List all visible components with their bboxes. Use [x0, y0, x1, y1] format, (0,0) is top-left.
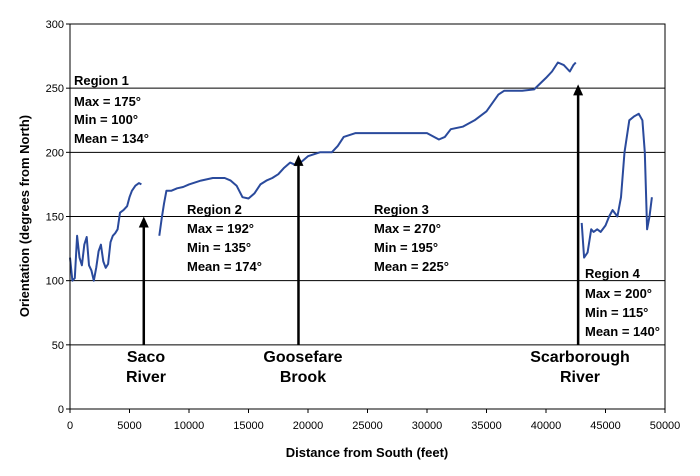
region-1-max: Max = 175° [74, 94, 141, 109]
y-tick-labels: 0 50 100 150 200 250 300 [46, 19, 70, 416]
saco-arrow-head [138, 216, 149, 228]
y-tick-label-50: 50 [52, 340, 64, 352]
goosefare-label-line2: Brook [280, 369, 326, 386]
region-4-min: Min = 115° [585, 305, 648, 320]
x-tick-label-15000: 15000 [233, 420, 264, 432]
x-axis-title: Distance from South (feet) [286, 445, 449, 460]
region-1-annotation: Region 1 Max = 175° Min = 100° Mean = 13… [74, 73, 149, 146]
saco-label-line2: River [126, 369, 166, 386]
region-1-mean: Mean = 134° [74, 131, 149, 146]
goosefare-label-line1: Goosefare [263, 349, 342, 366]
region-3-max: Max = 270° [374, 221, 441, 236]
scarborough-label-line1: Scarborough [530, 349, 630, 366]
plot-frame [69, 23, 666, 410]
y-tick-label-200: 200 [46, 147, 64, 159]
region-4-max: Max = 200° [585, 286, 652, 301]
region-3-mean: Mean = 225° [374, 259, 449, 274]
y-tick-label-0: 0 [58, 404, 64, 416]
region-1-title: Region 1 [74, 73, 129, 88]
region-2-mean: Mean = 174° [187, 259, 262, 274]
scarborough-arrow-head [573, 84, 584, 96]
x-tick-label-0: 0 [67, 420, 73, 432]
region-2-max: Max = 192° [187, 221, 254, 236]
y-tick-label-300: 300 [46, 19, 64, 31]
goosefare-arrow-head [293, 154, 304, 166]
x-tick-label-40000: 40000 [531, 420, 562, 432]
region-4-annotation: Region 4 Max = 200° Min = 115° Mean = 14… [585, 266, 660, 339]
x-tick-label-10000: 10000 [174, 420, 205, 432]
region-2-min: Min = 135° [187, 240, 251, 255]
x-tick-label-5000: 5000 [117, 420, 141, 432]
x-tick-label-30000: 30000 [412, 420, 443, 432]
series-segment-3 [580, 112, 653, 259]
scarborough-label-line2: River [560, 369, 600, 386]
series-lines [69, 61, 653, 282]
saco-label-line1: Saco [127, 349, 165, 366]
river-labels: Saco River Goosefare Brook Scarborough R… [126, 349, 630, 386]
x-tick-label-25000: 25000 [352, 420, 383, 432]
gridlines [70, 87, 665, 346]
y-tick-label-150: 150 [46, 212, 64, 224]
river-arrows [138, 84, 584, 345]
region-4-mean: Mean = 140° [585, 324, 660, 339]
x-tick-label-35000: 35000 [471, 420, 502, 432]
x-tick-label-20000: 20000 [293, 420, 324, 432]
x-tick-label-45000: 45000 [590, 420, 621, 432]
region-3-annotation: Region 3 Max = 270° Min = 195° Mean = 22… [374, 202, 449, 274]
x-tick-label-50000: 50000 [650, 420, 681, 432]
region-3-min: Min = 195° [374, 240, 438, 255]
series-segment-2 [158, 61, 577, 236]
region-3-title: Region 3 [374, 202, 429, 217]
x-tick-labels: 0 5000 10000 15000 20000 25000 30000 35000 40000… [67, 409, 680, 432]
y-tick-label-250: 250 [46, 83, 64, 95]
region-2-annotation: Region 2 Max = 192° Min = 135° Mean = 17… [187, 202, 262, 274]
region-4-title: Region 4 [585, 266, 641, 281]
y-axis-title: Orientation (degrees from North) [17, 115, 32, 317]
series-segment-1 [69, 182, 142, 282]
region-1-min: Min = 100° [74, 112, 138, 127]
y-tick-label-100: 100 [46, 276, 64, 288]
region-2-title: Region 2 [187, 202, 242, 217]
